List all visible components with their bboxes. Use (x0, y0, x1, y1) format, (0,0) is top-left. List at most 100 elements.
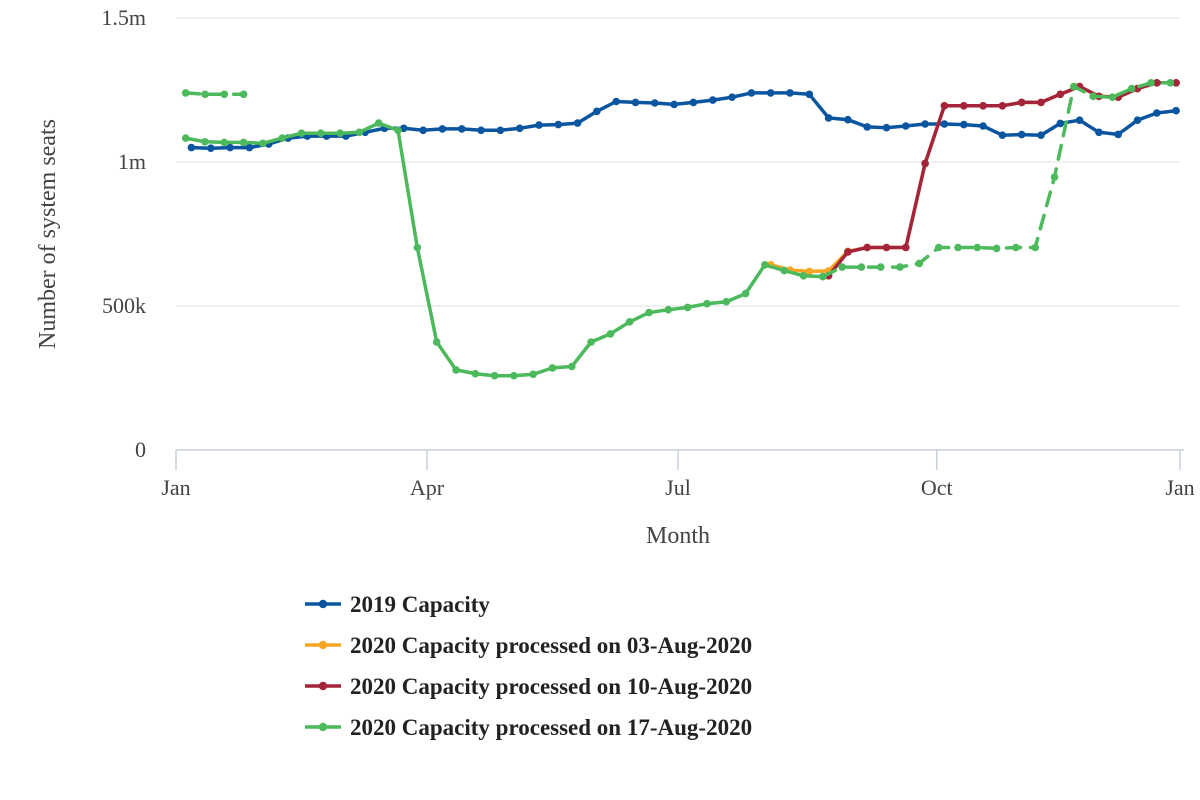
data-point[interactable] (954, 243, 962, 252)
data-point[interactable] (438, 125, 447, 133)
data-point[interactable] (529, 370, 537, 379)
data-point[interactable] (1056, 90, 1065, 99)
data-point[interactable] (1089, 92, 1097, 101)
data-point[interactable] (1037, 98, 1045, 107)
data-point[interactable] (940, 102, 949, 110)
data-point[interactable] (245, 143, 254, 152)
data-point[interactable] (1166, 79, 1175, 87)
data-point[interactable] (496, 126, 505, 135)
data-point[interactable] (471, 369, 480, 378)
data-point[interactable] (606, 330, 615, 338)
data-point[interactable] (181, 134, 190, 142)
data-point[interactable] (973, 243, 982, 252)
data-point[interactable] (1172, 79, 1180, 87)
data-point[interactable] (882, 123, 891, 132)
data-point[interactable] (207, 144, 215, 152)
data-point[interactable] (998, 131, 1007, 139)
data-point[interactable] (1056, 119, 1065, 128)
data-point[interactable] (805, 267, 814, 276)
data-point[interactable] (394, 126, 402, 135)
data-point[interactable] (960, 102, 968, 110)
data-point[interactable] (490, 371, 499, 380)
data-point[interactable] (921, 159, 929, 168)
data-point[interactable] (1153, 109, 1161, 117)
data-point[interactable] (1017, 130, 1026, 139)
data-point[interactable] (625, 318, 634, 326)
data-point[interactable] (1127, 84, 1136, 93)
data-point[interactable] (259, 139, 267, 148)
data-point[interactable] (548, 364, 557, 372)
data-point[interactable] (819, 272, 827, 281)
data-point[interactable] (187, 143, 196, 152)
data-point[interactable] (336, 129, 344, 137)
data-point[interactable] (1017, 98, 1026, 107)
data-point[interactable] (896, 263, 904, 271)
data-point[interactable] (857, 263, 866, 271)
data-point[interactable] (1133, 116, 1142, 124)
data-point[interactable] (876, 263, 885, 271)
data-point[interactable] (477, 126, 485, 135)
legend[interactable]: 2019 Capacity 2020 Capacity processed on … (305, 592, 752, 740)
data-point[interactable] (515, 124, 524, 133)
data-point[interactable] (670, 100, 678, 109)
data-point[interactable] (902, 243, 910, 252)
data-point[interactable] (747, 89, 756, 97)
data-point[interactable] (413, 243, 422, 252)
data-point[interactable] (452, 366, 460, 374)
data-point[interactable] (664, 305, 673, 314)
legend-item-2020-capacity-processed-on-17-aug-2020[interactable]: 2020 Capacity processed on 17-Aug-2020 (305, 715, 752, 740)
data-point[interactable] (645, 308, 653, 317)
data-point[interactable] (400, 124, 408, 133)
data-point[interactable] (535, 121, 543, 129)
data-point[interactable] (1147, 79, 1155, 87)
data-point[interactable] (1108, 93, 1117, 101)
data-point[interactable] (683, 303, 692, 312)
data-point[interactable] (1172, 106, 1180, 115)
data-point[interactable] (374, 119, 383, 127)
data-point[interactable] (419, 126, 427, 135)
data-point[interactable] (689, 98, 698, 107)
data-point[interactable] (805, 90, 814, 99)
data-point[interactable] (786, 89, 794, 97)
data-point[interactable] (554, 120, 563, 129)
data-point[interactable] (998, 102, 1007, 110)
data-point[interactable] (239, 138, 248, 147)
data-point[interactable] (703, 299, 711, 308)
data-point[interactable] (1050, 173, 1059, 181)
data-point[interactable] (612, 97, 620, 106)
data-point[interactable] (799, 272, 808, 280)
data-point[interactable] (915, 259, 924, 268)
data-point[interactable] (355, 128, 364, 137)
data-point[interactable] (741, 289, 750, 298)
data-point[interactable] (921, 120, 929, 128)
data-point[interactable] (593, 107, 601, 116)
data-point[interactable] (278, 134, 287, 142)
data-point[interactable] (510, 371, 518, 380)
data-point[interactable] (979, 122, 987, 130)
data-point[interactable] (863, 243, 871, 252)
data-point[interactable] (458, 125, 466, 133)
data-point[interactable] (844, 248, 852, 256)
data-point[interactable] (220, 90, 229, 99)
data-point[interactable] (722, 297, 731, 306)
legend-item-2020-capacity-processed-on-10-aug-2020[interactable]: 2020 Capacity processed on 10-Aug-2020 (305, 674, 752, 699)
data-point[interactable] (568, 362, 576, 371)
data-point[interactable] (297, 129, 306, 137)
data-point[interactable] (239, 90, 248, 99)
data-point[interactable] (992, 244, 1001, 253)
legend-item-2019-capacity[interactable]: 2019 Capacity (305, 592, 490, 617)
data-point[interactable] (1153, 79, 1161, 87)
data-point[interactable] (226, 143, 234, 152)
data-point[interactable] (1095, 128, 1103, 137)
data-point[interactable] (902, 122, 910, 130)
data-point[interactable] (934, 243, 943, 252)
data-point[interactable] (960, 120, 968, 129)
data-point[interactable] (1037, 131, 1045, 139)
data-point[interactable] (1070, 82, 1078, 91)
data-point[interactable] (761, 261, 769, 269)
data-point[interactable] (728, 93, 736, 101)
data-point[interactable] (651, 99, 659, 107)
data-point[interactable] (1114, 130, 1122, 139)
legend-item-2020-capacity-processed-on-03-aug-2020[interactable]: 2020 Capacity processed on 03-Aug-2020 (305, 633, 752, 658)
data-point[interactable] (824, 114, 833, 122)
